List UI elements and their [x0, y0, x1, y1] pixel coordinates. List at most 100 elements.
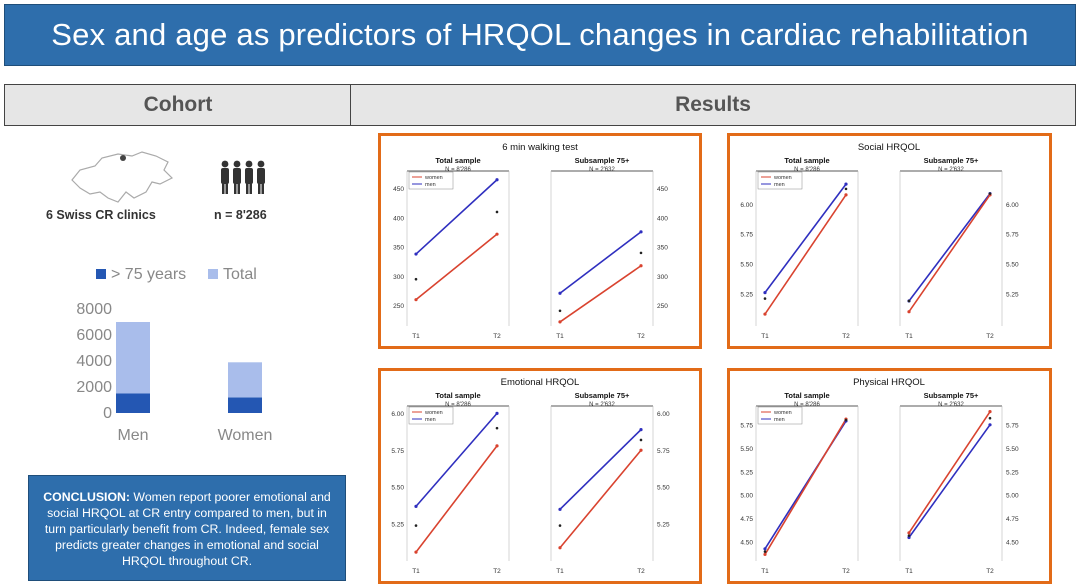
- y-tick-label: 350: [657, 245, 668, 252]
- legend-label-women: women: [424, 175, 443, 181]
- line-men: [559, 429, 642, 510]
- subplot-title: Total sample: [435, 156, 480, 165]
- point-overall: [639, 438, 643, 442]
- x-tick-label: T1: [556, 333, 564, 340]
- panel-emotional-hrqol: Emotional HRQOL Total sample N = 8'286 5.25…: [378, 368, 702, 584]
- conclusion-box: CONCLUSION: Women report poorer emotiona…: [28, 475, 346, 581]
- y-tick-label: 5.25: [740, 291, 753, 298]
- bar-total-women: [228, 362, 262, 398]
- point-overall: [763, 297, 767, 300]
- y-tick-label: 5.25: [740, 469, 753, 476]
- results-header: Results: [350, 84, 1076, 126]
- point-women: [844, 193, 848, 197]
- clinics-label: 6 Swiss CR clinics: [46, 208, 156, 222]
- y-tick-label: 4.50: [740, 540, 753, 547]
- y-tick-label: 5.25: [1006, 469, 1019, 476]
- panel-title: Social HRQOL: [858, 142, 920, 153]
- subplot-n: N = 8'286: [794, 402, 820, 408]
- x-tick-label: T2: [842, 568, 850, 575]
- point-men: [495, 178, 499, 182]
- y-tick-label: 5.25: [1006, 291, 1019, 298]
- x-tick-label: T2: [986, 568, 994, 575]
- line-women: [908, 411, 991, 534]
- legend-label-over75: > 75 years: [111, 266, 186, 283]
- cohort-header: Cohort: [4, 84, 352, 126]
- legend-box: [757, 406, 803, 425]
- subplot-title: Subsample 75+: [575, 391, 630, 400]
- point-overall: [844, 187, 848, 191]
- y-tick-label: 2000: [76, 379, 112, 396]
- x-tick-label: T2: [637, 333, 645, 340]
- y-tick-label: 5.50: [740, 446, 753, 453]
- y-tick-label: 6.00: [1006, 202, 1019, 209]
- point-overall: [639, 251, 643, 255]
- y-tick-label: 0: [103, 405, 112, 422]
- point-women: [988, 410, 992, 414]
- point-women: [495, 444, 499, 448]
- y-tick-label: 4.50: [1006, 540, 1019, 547]
- line-men: [908, 424, 991, 538]
- y-tick-label: 4.75: [740, 516, 753, 523]
- point-overall: [907, 299, 911, 303]
- line-women: [908, 194, 991, 313]
- y-tick-label: 5.50: [1006, 262, 1019, 269]
- point-men: [495, 411, 499, 415]
- y-tick-label: 5.00: [740, 493, 753, 500]
- line-men: [908, 193, 991, 302]
- point-overall: [414, 524, 418, 527]
- y-tick-label: 400: [393, 215, 404, 222]
- x-tick-label: T1: [761, 333, 769, 340]
- subplot-title: Subsample 75+: [924, 156, 979, 165]
- point-women: [558, 546, 562, 550]
- legend-label-women: women: [773, 410, 792, 416]
- conclusion-text: Women report poorer emotional and social…: [44, 490, 331, 568]
- point-men: [907, 535, 911, 540]
- x-tick-label: T2: [842, 333, 850, 340]
- subplot-n: N = 2'632: [589, 402, 615, 408]
- point-men: [844, 182, 848, 186]
- y-tick-label: 5.50: [1006, 446, 1019, 453]
- x-tick-label: T2: [637, 568, 645, 575]
- panel-title: Physical HRQOL: [853, 377, 925, 388]
- x-tick-label: T1: [412, 568, 420, 575]
- bar-over75-men: [116, 393, 150, 413]
- line-men: [415, 412, 498, 507]
- panel-social-hrqol: Social HRQOL Total sample N = 8'286 5.25 5.5…: [727, 133, 1052, 349]
- y-tick-label: 300: [657, 274, 668, 281]
- point-women: [639, 264, 643, 268]
- point-women: [907, 310, 911, 314]
- point-overall: [558, 309, 562, 313]
- point-overall: [988, 192, 992, 195]
- legend-box: [757, 171, 803, 190]
- y-tick-label: 350: [393, 245, 404, 252]
- line-women: [559, 449, 642, 549]
- point-women: [414, 298, 418, 302]
- x-tick-label: T1: [905, 568, 913, 575]
- legend-label-men: men: [425, 417, 436, 423]
- point-women: [907, 531, 911, 535]
- point-overall: [907, 534, 911, 537]
- y-tick-label: 450: [393, 186, 404, 193]
- y-tick-label: 6000: [76, 327, 112, 344]
- legend-label-total: Total: [223, 266, 257, 283]
- point-overall: [495, 426, 499, 430]
- y-tick-label: 5.00: [1006, 493, 1019, 500]
- subplot-title: Total sample: [784, 156, 829, 165]
- x-tick-label: T1: [556, 568, 564, 575]
- legend-box: [408, 171, 454, 190]
- legend-label-men: men: [425, 182, 436, 188]
- x-tick-label: T2: [493, 568, 501, 575]
- y-tick-label: 250: [393, 303, 404, 310]
- legend-label-women: women: [773, 175, 792, 181]
- y-tick-label: 450: [657, 186, 668, 193]
- switzerland-map-icon: [71, 151, 174, 203]
- panel-physical-hrqol: Physical HRQOL Total sample N = 8'286 4.50 4…: [727, 368, 1052, 584]
- y-tick-label: 6.00: [740, 202, 753, 209]
- point-men: [558, 507, 562, 511]
- y-tick-label: 8000: [76, 301, 112, 318]
- subplot-n: N = 2'632: [938, 167, 964, 173]
- x-category-label: Men: [117, 427, 148, 444]
- panel-6min-walking-test: 6 min walking test Total sample N = 8'286 2…: [378, 133, 702, 349]
- point-women: [558, 320, 562, 324]
- subplot-n: N = 2'632: [938, 402, 964, 408]
